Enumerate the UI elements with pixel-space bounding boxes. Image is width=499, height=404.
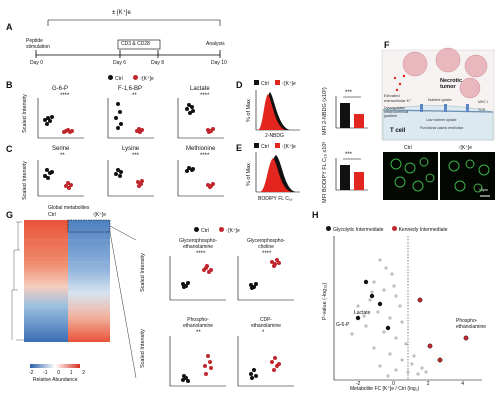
b-sig-3: ****	[200, 93, 210, 99]
b-sig-1: ****	[60, 93, 70, 99]
g-title: Global metabolites	[48, 205, 90, 211]
f-tcr: TCR	[478, 108, 486, 112]
f-functional: Functional caloric restriction	[420, 126, 464, 130]
f-dysregulated: Dysregulated electrochemical gradient	[384, 106, 409, 118]
f-mhc: MHC I	[478, 100, 488, 104]
timeline-day0: Day 0	[30, 60, 44, 66]
c-title-1: Serine	[52, 146, 70, 152]
g-ctrl: Ctrl	[48, 212, 56, 218]
c-title-2: Lysine	[122, 146, 140, 152]
panel-label-a: A	[6, 22, 13, 32]
f-necrotic: Necrotic tumor	[440, 78, 463, 90]
h-xticks: -2 0 2 4	[355, 381, 465, 387]
g-title-3: Phospho- ethanolamine	[182, 317, 214, 329]
timeline-analysis: Analysis	[206, 41, 225, 47]
f-nutrient: Nutrient uptake	[428, 98, 452, 102]
b-sig-2: **	[132, 93, 137, 99]
g-sig-1: ****	[196, 251, 206, 257]
timeline-treatment: ± [K⁺]e	[112, 10, 131, 16]
h-xlabel: Metabolite FC [K⁺]e / Ctrl (log₂)	[350, 386, 420, 392]
panel-label-d: D	[236, 80, 243, 90]
g-colorbar-label: Relative Abundance	[33, 377, 78, 383]
e-sig: ***	[345, 152, 353, 158]
g-sig-3: **	[196, 330, 201, 336]
legend-g: Ctrl ↑[K⁺]e	[194, 227, 240, 234]
legend-kennedy: Kennedy Intermediate	[391, 226, 448, 233]
f-scale: 10μm	[479, 188, 488, 192]
b-title-2: F-1,6-BP	[118, 86, 143, 92]
b-title-3: Lactate	[190, 86, 210, 92]
timeline-day8: Day 8	[151, 60, 165, 66]
g-sig-2: ****	[262, 251, 272, 257]
b-title-1: G-6-P	[52, 86, 69, 92]
legend-ctrl: Ctrl	[108, 75, 123, 82]
c-sig-2: ***	[132, 153, 140, 159]
d-xlabel: 2-NBDG	[265, 133, 284, 139]
legend-e: Ctrl ↑[K⁺]e	[254, 143, 296, 150]
h-label-pe: Phospho- ethanolamine	[456, 318, 487, 330]
f-elevated: Elevated extracellular K⁺	[384, 93, 412, 103]
g-title-4: CDP- ethanolamine	[250, 317, 282, 329]
legend-h: Glycolytic Intermediate Kennedy Intermed…	[326, 226, 448, 233]
g-title-2: Glycerophospho- choline	[246, 238, 286, 250]
c-sig-1: **	[60, 153, 65, 159]
panel-label-g: G	[6, 210, 14, 220]
e-xlabel: BODIPY FL C₁₆	[258, 196, 293, 202]
panel-label-b: B	[6, 80, 13, 90]
h-label-lactate: Lactate	[354, 310, 371, 316]
g-sig-4: *	[262, 330, 265, 336]
h-label-g6p: G-6-P	[336, 322, 350, 328]
legend-glycolytic: Glycolytic Intermediate	[326, 226, 384, 233]
legend-bc: Ctrl ↑[K⁺]e	[108, 75, 154, 82]
g-colorbar-ticks: -2 -1 0 1 2	[29, 370, 85, 376]
f-tcell: T cell	[390, 128, 406, 134]
d-sig: ***	[345, 90, 353, 96]
timeline-day6: Day 6	[113, 60, 127, 66]
timeline-day10: Day 10	[211, 60, 227, 66]
legend-d: Ctrl ↑[K⁺]e	[254, 80, 296, 87]
legend-k: ↑[K⁺]e	[132, 75, 154, 82]
g-k: ↑[K⁺]e	[92, 212, 107, 218]
panel-label-e: E	[236, 143, 243, 153]
f-low-uptake: Low nutrient uptake	[426, 118, 457, 122]
f-ctrl-label: Ctrl	[404, 145, 412, 151]
c-title-3: Methionine	[186, 146, 216, 152]
timeline-cd-label: CD3 & CD28	[121, 41, 150, 47]
panel-label-f: F	[384, 40, 390, 50]
g-title-1: Glycerophospho- ethanolamine	[178, 238, 218, 250]
timeline-day0-label: Peptide stimulation	[26, 38, 50, 50]
panel-label-h: H	[312, 210, 319, 220]
c-sig-3: ****	[200, 153, 210, 159]
panel-label-c: C	[6, 144, 13, 154]
f-k-label: ↑[K⁺]e	[458, 145, 473, 151]
